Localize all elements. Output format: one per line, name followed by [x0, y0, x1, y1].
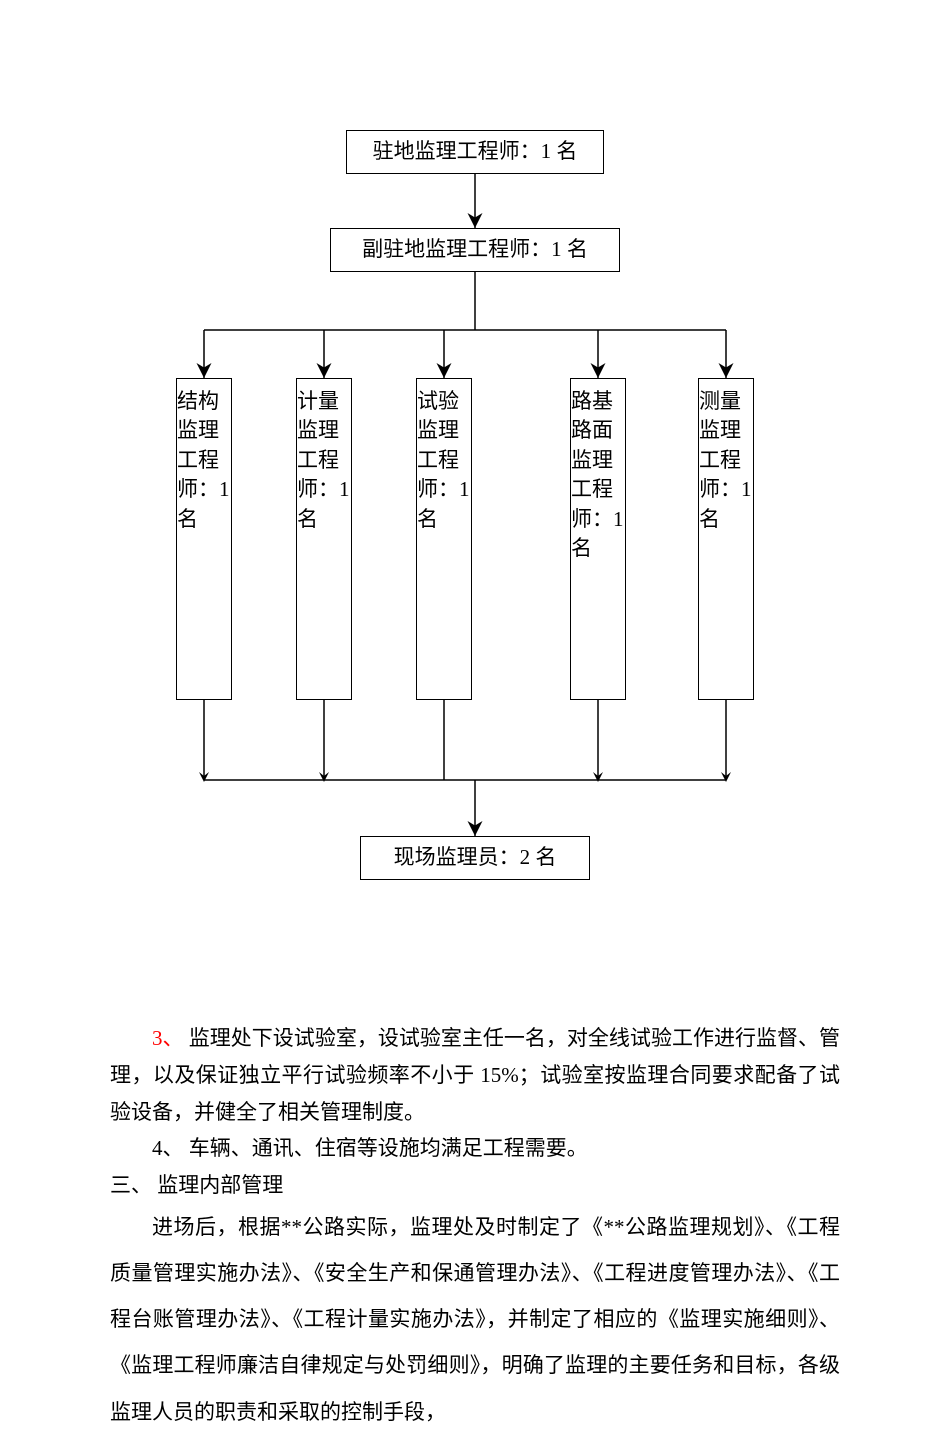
node-measurement-engineer: 计量监理工程师：1 名: [296, 378, 352, 700]
node-deputy-resident-engineer: 副驻地监理工程师：1 名: [330, 228, 620, 272]
node-label: 副驻地监理工程师：1 名: [362, 235, 588, 264]
node-label: 试验监理工程师：1 名: [417, 387, 471, 534]
node-label: 驻地监理工程师：1 名: [373, 137, 578, 166]
page: 驻地监理工程师：1 名 副驻地监理工程师：1 名 结构监理工程师：1 名 计量监…: [0, 0, 950, 1435]
paragraph-3: 3、 监理处下设试验室，设试验室主任一名，对全线试验工作进行监督、管理，以及保证…: [110, 1020, 840, 1130]
paragraph-3-text: 监理处下设试验室，设试验室主任一名，对全线试验工作进行监督、管理，以及保证独立平…: [110, 1026, 840, 1124]
body-text: 3、 监理处下设试验室，设试验室主任一名，对全线试验工作进行监督、管理，以及保证…: [0, 1020, 950, 1435]
node-resident-engineer: 驻地监理工程师：1 名: [346, 130, 604, 174]
node-structure-engineer: 结构监理工程师：1 名: [176, 378, 232, 700]
node-roadbed-engineer: 路基路面监理工程师：1 名: [570, 378, 626, 700]
node-label: 计量监理工程师：1 名: [297, 387, 351, 534]
heading-3: 三、 监理内部管理: [110, 1167, 840, 1204]
paragraph-5-text: 进场后，根据**公路实际，监理处及时制定了《**公路监理规划》、《工程质量管理实…: [110, 1215, 840, 1424]
node-label: 结构监理工程师：1 名: [177, 387, 231, 534]
org-chart: 驻地监理工程师：1 名 副驻地监理工程师：1 名 结构监理工程师：1 名 计量监…: [0, 120, 950, 920]
node-testing-engineer: 试验监理工程师：1 名: [416, 378, 472, 700]
node-label: 现场监理员：2 名: [394, 843, 557, 872]
paragraph-4: 4、 车辆、通讯、住宿等设施均满足工程需要。: [110, 1130, 840, 1167]
paragraph-5: 进场后，根据**公路实际，监理处及时制定了《**公路监理规划》、《工程质量管理实…: [110, 1204, 840, 1435]
node-label: 路基路面监理工程师：1 名: [571, 387, 625, 563]
node-site-supervisor: 现场监理员：2 名: [360, 836, 590, 880]
node-survey-engineer: 测量监理工程师：1 名: [698, 378, 754, 700]
node-label: 测量监理工程师：1 名: [699, 387, 753, 534]
list-number-3: 3、: [152, 1026, 184, 1050]
